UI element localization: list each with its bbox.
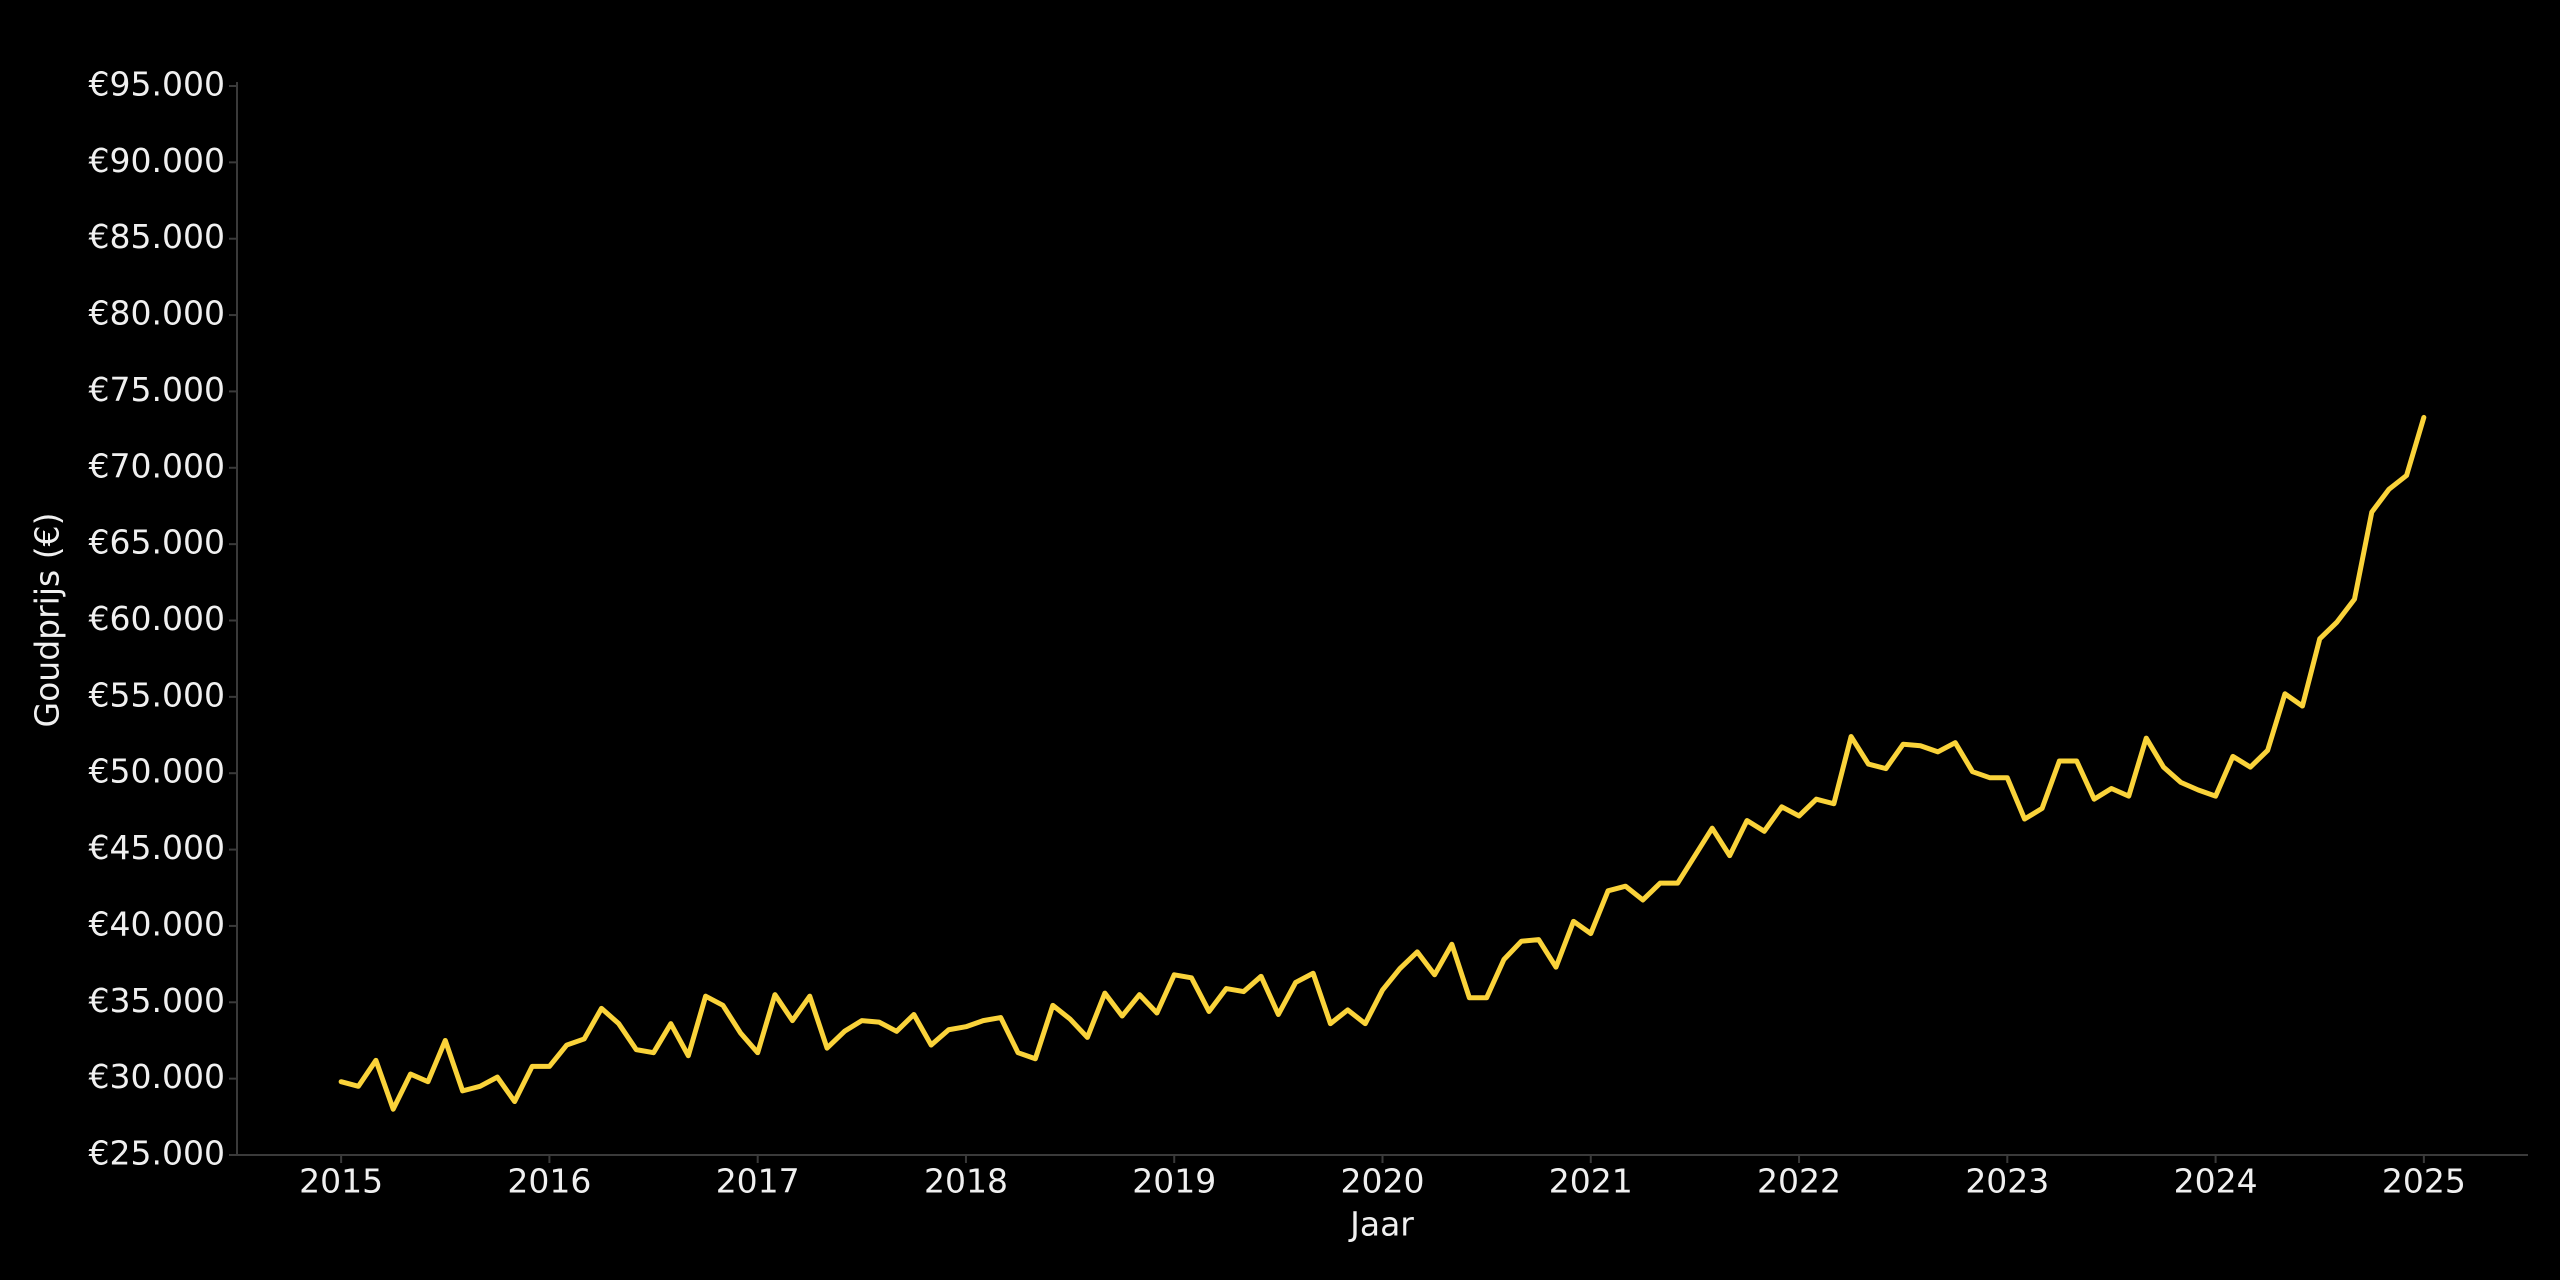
x-tick-label: 2015 (299, 1162, 383, 1201)
x-tick-label: 2017 (716, 1162, 800, 1201)
y-axis-label: Goudprijs (€) (28, 513, 67, 728)
y-tick-label: €40.000 (89, 904, 225, 943)
x-tick-label: 2022 (1757, 1162, 1841, 1201)
x-axis-label: Jaar (1348, 1205, 1414, 1244)
y-tick-label: €55.000 (89, 675, 225, 714)
y-tick-label: €45.000 (89, 828, 225, 867)
y-tick-label: €30.000 (89, 1057, 225, 1096)
y-tick-label: €95.000 (89, 65, 225, 104)
y-tick-label: €60.000 (89, 599, 225, 638)
x-tick-label: 2023 (1965, 1162, 2049, 1201)
y-tick-label: €80.000 (89, 294, 225, 333)
y-tick-label: €75.000 (89, 370, 225, 409)
x-tick-label: 2018 (924, 1162, 1008, 1201)
x-tick-label: 2016 (507, 1162, 591, 1201)
y-tick-label: €65.000 (89, 523, 225, 562)
x-tick-label: 2025 (2382, 1162, 2466, 1201)
y-tick-label: €25.000 (89, 1134, 225, 1173)
y-tick-label: €85.000 (89, 217, 225, 256)
x-tick-label: 2024 (2174, 1162, 2258, 1201)
y-tick-label: €50.000 (89, 752, 225, 791)
y-tick-label: €70.000 (89, 446, 225, 485)
x-tick-label: 2021 (1549, 1162, 1633, 1201)
x-tick-label: 2020 (1341, 1162, 1425, 1201)
y-tick-label: €90.000 (89, 141, 225, 180)
y-tick-label: €35.000 (89, 981, 225, 1020)
x-tick-label: 2019 (1132, 1162, 1216, 1201)
price-line (338, 414, 2427, 1112)
